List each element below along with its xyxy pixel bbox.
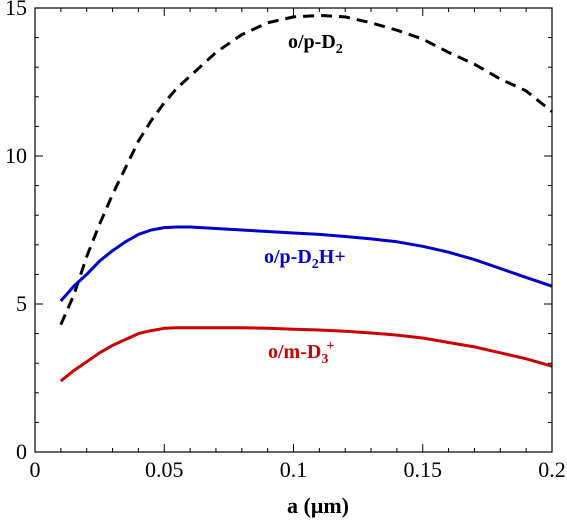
y-tick-label: 0: [16, 439, 27, 464]
series-od-pd2-line: [59, 13, 553, 326]
series-label-pd2h: o/p-D2H+: [264, 246, 346, 272]
x-tick-label: 0: [30, 457, 41, 482]
y-tick-label: 10: [5, 143, 27, 168]
x-axis: 0 0.05 0.1 0.15 0.2: [30, 8, 566, 482]
x-tick-label: 0.2: [538, 457, 566, 482]
series-labels: o/p-D2 o/p-D2H+ o/m-D3+: [264, 31, 346, 367]
x-tick-label: 0.05: [145, 457, 184, 482]
y-tick-label: 15: [5, 0, 27, 20]
x-tick-label: 0.1: [280, 457, 308, 482]
series-label-md3: o/m-D3+: [268, 339, 334, 367]
series-label-pd2: o/p-D2: [288, 31, 343, 57]
y-tick-label: 5: [16, 291, 27, 316]
y-axis: 0 5 10 15: [5, 0, 552, 464]
x-axis-label: a (μm): [287, 493, 349, 518]
series-om-d3-line: [59, 326, 553, 383]
curves: [59, 13, 553, 383]
series-od-pd2h-line: [59, 225, 553, 302]
plot-frame: [34, 7, 553, 453]
x-tick-label: 0.15: [404, 457, 443, 482]
axes-box: [34, 7, 553, 453]
